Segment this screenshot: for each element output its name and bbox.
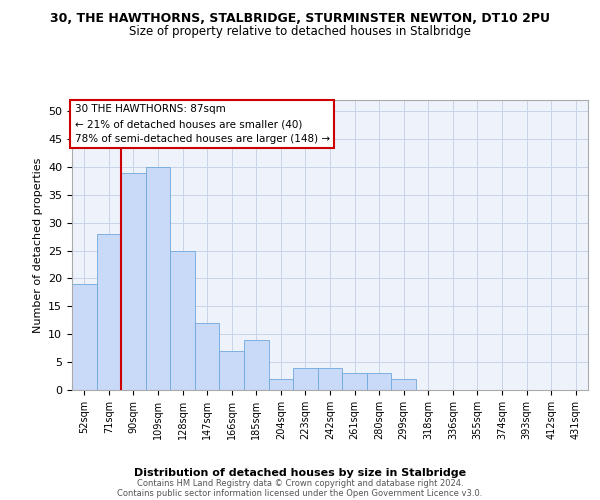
Text: Contains public sector information licensed under the Open Government Licence v3: Contains public sector information licen… bbox=[118, 489, 482, 498]
Text: Contains HM Land Registry data © Crown copyright and database right 2024.: Contains HM Land Registry data © Crown c… bbox=[137, 479, 463, 488]
Bar bbox=[195, 323, 220, 390]
Text: Distribution of detached houses by size in Stalbridge: Distribution of detached houses by size … bbox=[134, 468, 466, 477]
Bar bbox=[244, 340, 269, 390]
Bar bbox=[367, 374, 391, 390]
Bar bbox=[121, 172, 146, 390]
Text: 30, THE HAWTHORNS, STALBRIDGE, STURMINSTER NEWTON, DT10 2PU: 30, THE HAWTHORNS, STALBRIDGE, STURMINST… bbox=[50, 12, 550, 26]
Y-axis label: Number of detached properties: Number of detached properties bbox=[32, 158, 43, 332]
Bar bbox=[391, 379, 416, 390]
Bar bbox=[170, 250, 195, 390]
Bar bbox=[146, 167, 170, 390]
Text: 30 THE HAWTHORNS: 87sqm
← 21% of detached houses are smaller (40)
78% of semi-de: 30 THE HAWTHORNS: 87sqm ← 21% of detache… bbox=[74, 104, 330, 144]
Bar bbox=[293, 368, 318, 390]
Bar bbox=[220, 351, 244, 390]
Bar bbox=[97, 234, 121, 390]
Bar bbox=[269, 379, 293, 390]
Bar bbox=[342, 374, 367, 390]
Text: Size of property relative to detached houses in Stalbridge: Size of property relative to detached ho… bbox=[129, 25, 471, 38]
Bar bbox=[318, 368, 342, 390]
Bar bbox=[72, 284, 97, 390]
